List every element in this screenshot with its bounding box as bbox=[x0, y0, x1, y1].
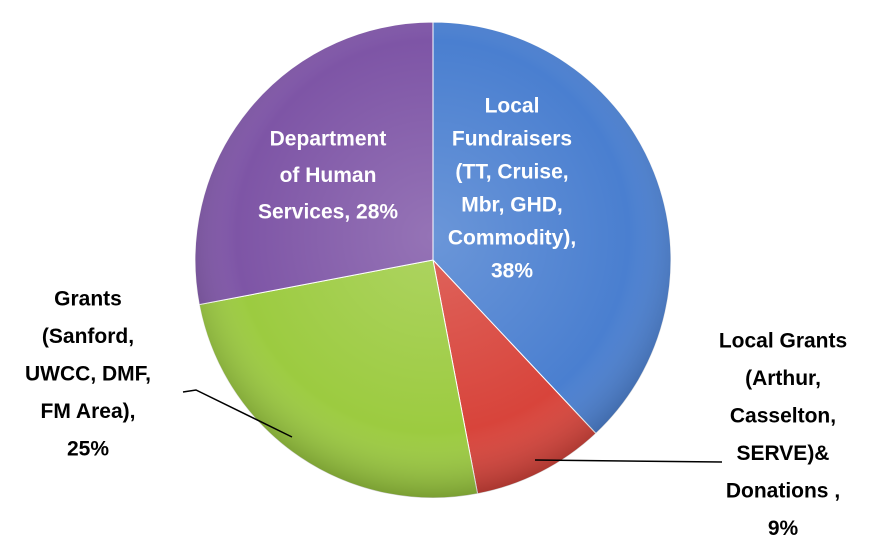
data-label: Casselton, bbox=[730, 405, 836, 428]
data-label: (Sanford, bbox=[42, 325, 134, 348]
data-label: of Human bbox=[280, 164, 377, 187]
labels: Local Fundraisers (TT, Cruise, Mbr, GHD, Com… bbox=[25, 95, 847, 541]
data-label: 38% bbox=[491, 260, 533, 283]
data-label: Local bbox=[485, 95, 540, 118]
data-label: FM Area), bbox=[41, 400, 136, 423]
data-label: Commodity), bbox=[448, 227, 576, 250]
data-label: Grants bbox=[54, 288, 122, 311]
data-label: Fundraisers bbox=[452, 128, 572, 151]
data-label: (Arthur, bbox=[745, 367, 821, 390]
data-label: 9% bbox=[768, 517, 799, 540]
data-label: Local Grants bbox=[719, 330, 847, 353]
data-label: UWCC, DMF, bbox=[25, 363, 151, 386]
leader-line bbox=[534, 459, 723, 463]
data-label: SERVE)& bbox=[737, 442, 830, 465]
pie bbox=[194, 21, 672, 499]
data-label: 25% bbox=[67, 438, 109, 461]
data-label: Department bbox=[270, 128, 387, 151]
leader-line bbox=[182, 389, 293, 438]
data-label: Mbr, GHD, bbox=[461, 194, 563, 217]
data-label: Donations , bbox=[726, 480, 840, 503]
data-label: (TT, Cruise, bbox=[455, 161, 568, 184]
data-label: Services, 28% bbox=[258, 201, 398, 224]
